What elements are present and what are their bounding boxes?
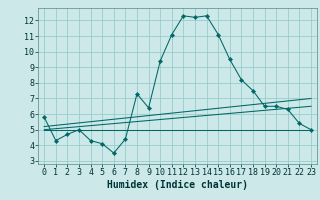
X-axis label: Humidex (Indice chaleur): Humidex (Indice chaleur): [107, 180, 248, 190]
